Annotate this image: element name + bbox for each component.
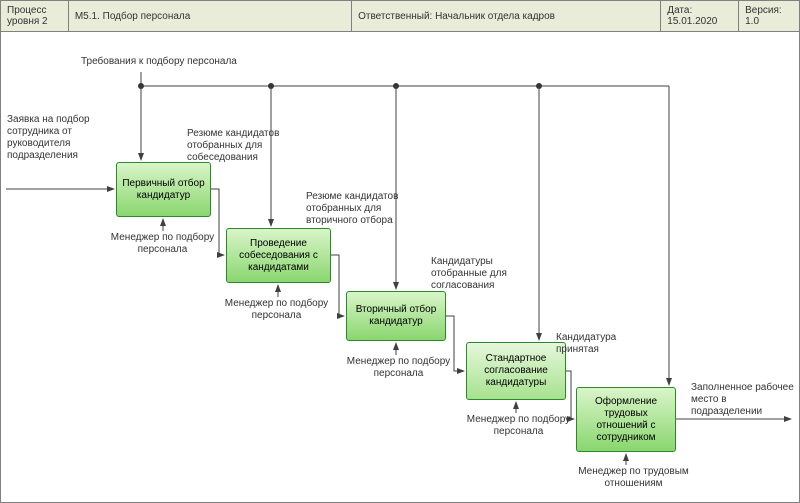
top-input-label: Требования к подбору персонала (81, 56, 281, 68)
process-node-4: Стандартное согласование кандидатуры (466, 342, 566, 400)
node-output-label-2: Резюме кандидатов отобранных для вторичн… (306, 191, 411, 227)
node-output-label-3: Кандидатуры отобранные для согласования (431, 256, 541, 292)
process-diagram-container: Процесс уровня 2 М5.1. Подбор персонала … (0, 0, 800, 503)
process-node-3: Вторичный отбор кандидатур (346, 291, 446, 341)
header-row: Процесс уровня 2 М5.1. Подбор персонала … (1, 1, 799, 32)
right-output-label: Заполненное рабочее место в подразделени… (691, 382, 796, 418)
header-date-label: Дата: (667, 5, 732, 16)
node-role-label-1: Менеджер по подбору персонала (105, 232, 220, 256)
diagram-area: Требования к подбору персонала Заявка на… (1, 32, 799, 499)
header-level: Процесс уровня 2 (1, 1, 69, 31)
header-title: М5.1. Подбор персонала (69, 1, 352, 31)
header-version-value: 1.0 (745, 16, 793, 27)
node-output-label-4: Кандидатура принятая (556, 332, 646, 356)
node-role-label-5: Менеджер по трудовым отношениям (576, 466, 691, 490)
process-node-1: Первичный отбор кандидатур (116, 162, 211, 217)
header-responsible-text: Ответственный: Начальник отдела кадров (358, 11, 654, 22)
header-responsible: Ответственный: Начальник отдела кадров (352, 1, 661, 31)
header-version: Версия: 1.0 (739, 1, 799, 31)
header-date: Дата: 15.01.2020 (661, 1, 739, 31)
header-version-label: Версия: (745, 5, 793, 16)
process-node-5: Оформление трудовых отношений с сотрудни… (576, 387, 676, 452)
arrows-layer (1, 32, 799, 499)
left-input-label: Заявка на подбор сотрудника от руководит… (7, 114, 107, 162)
process-node-2: Проведение собеседования с кандидатами (226, 228, 331, 283)
node-role-label-4: Менеджер по подбору персонала (461, 414, 576, 438)
header-level-text: Процесс уровня 2 (7, 5, 62, 27)
header-date-value: 15.01.2020 (667, 16, 732, 27)
node-role-label-3: Менеджер по подбору персонала (341, 356, 456, 380)
node-role-label-2: Менеджер по подбору персонала (219, 298, 334, 322)
header-title-text: М5.1. Подбор персонала (75, 11, 345, 22)
node-output-label-1: Резюме кандидатов отобранных для собесед… (187, 128, 287, 164)
